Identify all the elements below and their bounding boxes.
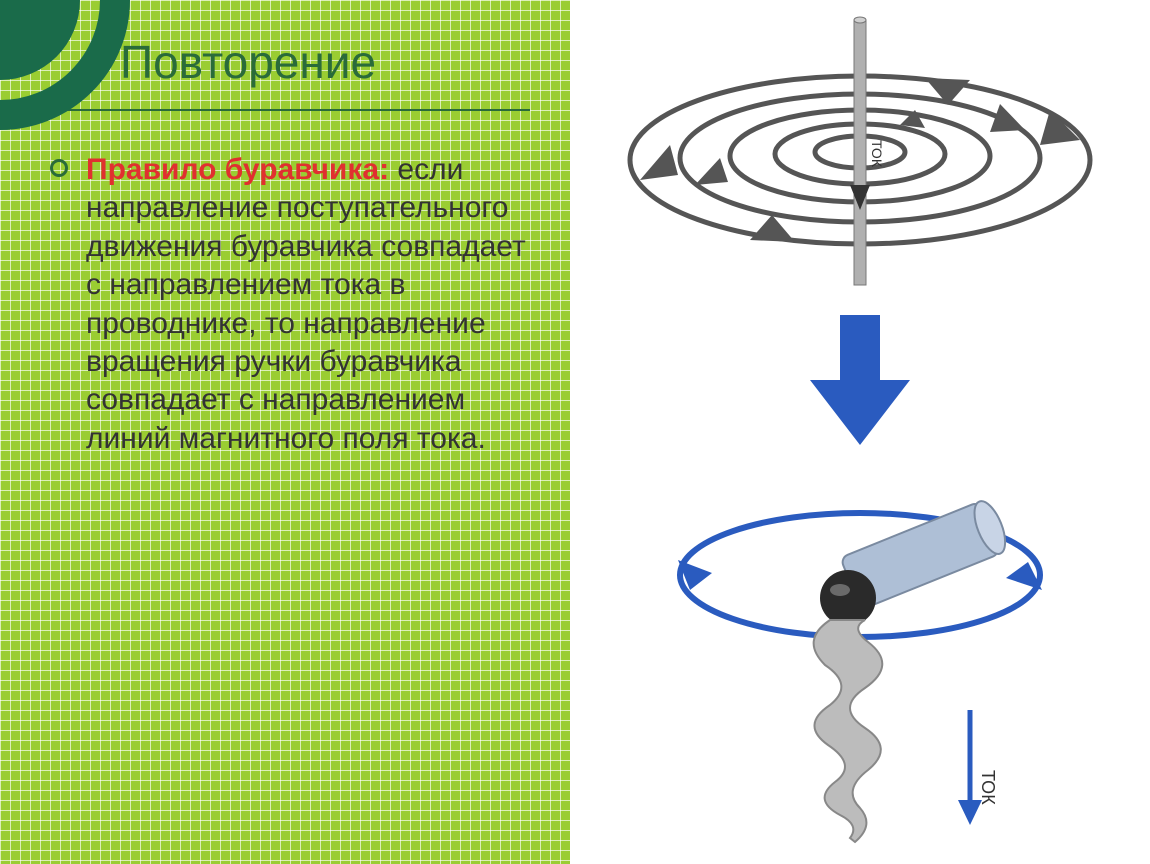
- implication-arrow-icon: [800, 310, 920, 450]
- title-underline: [60, 109, 530, 111]
- right-panel: ТОК ТОК: [570, 0, 1150, 864]
- body-text: Правило буравчика: если направление пост…: [86, 151, 530, 458]
- left-panel: Повторение Правило буравчика: если напра…: [0, 0, 570, 864]
- tok-label-top: ТОК: [869, 140, 885, 168]
- tok-label-bottom: ТОК: [978, 770, 998, 805]
- slide-title: Повторение: [120, 35, 530, 89]
- rule-body: если направление поступательного движени…: [86, 153, 526, 455]
- bullet-marker: [50, 159, 68, 177]
- wire-field-diagram: ТОК: [600, 10, 1120, 300]
- gimlet-diagram: ТОК: [650, 470, 1070, 850]
- bullet-item: Правило буравчика: если направление пост…: [50, 151, 530, 458]
- rule-name-label: Правило буравчика:: [86, 153, 389, 186]
